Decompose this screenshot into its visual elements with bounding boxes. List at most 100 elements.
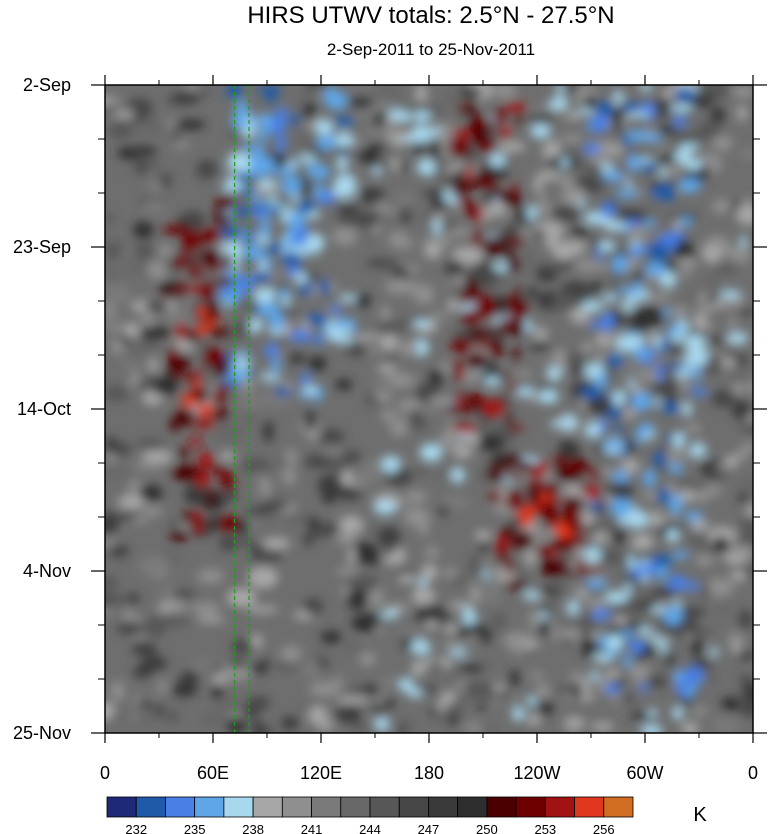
field-cell: [143, 199, 166, 214]
field-cell: [591, 721, 614, 732]
field-cell: [354, 293, 372, 308]
field-cell: [160, 586, 177, 608]
field-cell: [235, 397, 266, 409]
field-cell: [691, 520, 709, 531]
field-cell: [309, 681, 341, 697]
cold-cell: [600, 311, 615, 332]
warm-cell: [215, 358, 231, 378]
field-cell: [703, 578, 734, 597]
field-cell: [425, 546, 440, 559]
warm-cell: [184, 331, 201, 343]
field-cell: [190, 602, 221, 616]
field-cell: [292, 130, 317, 152]
field-cell: [113, 237, 128, 247]
field-cell: [497, 141, 526, 153]
colorbar-swatch: [457, 796, 488, 818]
field-cell: [211, 685, 224, 699]
field-cell: [549, 420, 570, 428]
warm-cell: [450, 129, 475, 138]
field-cell: [116, 620, 146, 636]
field-cell: [682, 633, 693, 641]
field-cell: [132, 666, 153, 678]
field-cell: [320, 445, 342, 457]
field-cell: [549, 97, 569, 110]
colorbar-swatch: [603, 796, 634, 818]
field-cell: [670, 104, 693, 113]
cold-cell: [685, 347, 709, 367]
field-cell: [112, 710, 126, 722]
field-cell: [428, 369, 444, 386]
cold-cell: [626, 130, 650, 142]
field-cell: [240, 538, 254, 547]
field-cell: [649, 511, 663, 518]
field-cell: [213, 697, 244, 715]
x-tick-label: 180: [414, 763, 444, 783]
cold-cell: [650, 606, 666, 614]
y-tick-label: 14-Oct: [17, 399, 71, 419]
field-cell: [573, 147, 586, 161]
field-cell: [274, 661, 299, 671]
field-cell: [678, 697, 695, 706]
field-cell: [172, 141, 190, 149]
field-cell: [218, 451, 237, 461]
warm-cell: [465, 164, 473, 184]
field-cell: [469, 554, 482, 576]
field-cell: [412, 111, 432, 122]
field-cell: [445, 414, 460, 421]
cold-cell: [650, 634, 660, 645]
field-cell: [342, 637, 369, 656]
warm-cell: [505, 579, 526, 591]
chart-title: HIRS UTWV totals: 2.5°N - 27.5°N: [247, 2, 615, 29]
field-cell: [505, 224, 521, 236]
field-cell: [736, 478, 753, 496]
field-cell: [681, 721, 699, 733]
field-cell: [276, 454, 288, 470]
field-cell: [444, 228, 476, 237]
field-cell: [313, 721, 335, 731]
field-cell: [556, 349, 565, 360]
field-cell: [259, 364, 272, 376]
cold-cell: [269, 313, 285, 331]
field-cell: [657, 93, 671, 116]
cold-cell: [271, 357, 281, 375]
field-cell: [538, 389, 559, 404]
field-cell: [630, 270, 647, 282]
warm-cell: [188, 264, 204, 278]
field-cell: [444, 422, 459, 438]
field-cell: [190, 661, 217, 669]
cold-cell: [590, 501, 602, 513]
field-cell: [418, 209, 435, 226]
field-cell: [308, 355, 327, 372]
cold-cell: [289, 330, 313, 342]
field-cell: [443, 624, 459, 635]
field-cell: [373, 99, 397, 113]
field-cell: [408, 281, 420, 293]
cold-cell: [580, 386, 603, 400]
field-cell: [140, 697, 152, 709]
field-cell: [397, 239, 415, 249]
field-cell: [484, 376, 500, 387]
warm-cell: [198, 228, 222, 244]
cold-cell: [628, 154, 640, 172]
field-cell: [569, 424, 592, 441]
cold-cell: [584, 546, 602, 562]
y-tick-label: 23-Sep: [13, 237, 71, 257]
field-cell: [434, 467, 449, 482]
field-cell: [303, 534, 313, 547]
field-cell: [453, 273, 463, 289]
warm-cell: [456, 177, 480, 190]
field-cell: [389, 420, 409, 437]
field-cell: [604, 669, 622, 679]
field-cell: [441, 91, 458, 104]
field-cell: [610, 247, 628, 257]
warm-cell: [172, 256, 189, 268]
field-cell: [475, 594, 489, 604]
field-cell: [586, 533, 597, 544]
field-cell: [584, 95, 597, 111]
cold-cell: [586, 421, 601, 439]
field-cell: [382, 334, 399, 341]
field-cell: [112, 513, 139, 522]
colorbar-tick-label: 235: [184, 822, 206, 834]
field-cell: [538, 699, 553, 716]
field-cell: [198, 711, 229, 728]
